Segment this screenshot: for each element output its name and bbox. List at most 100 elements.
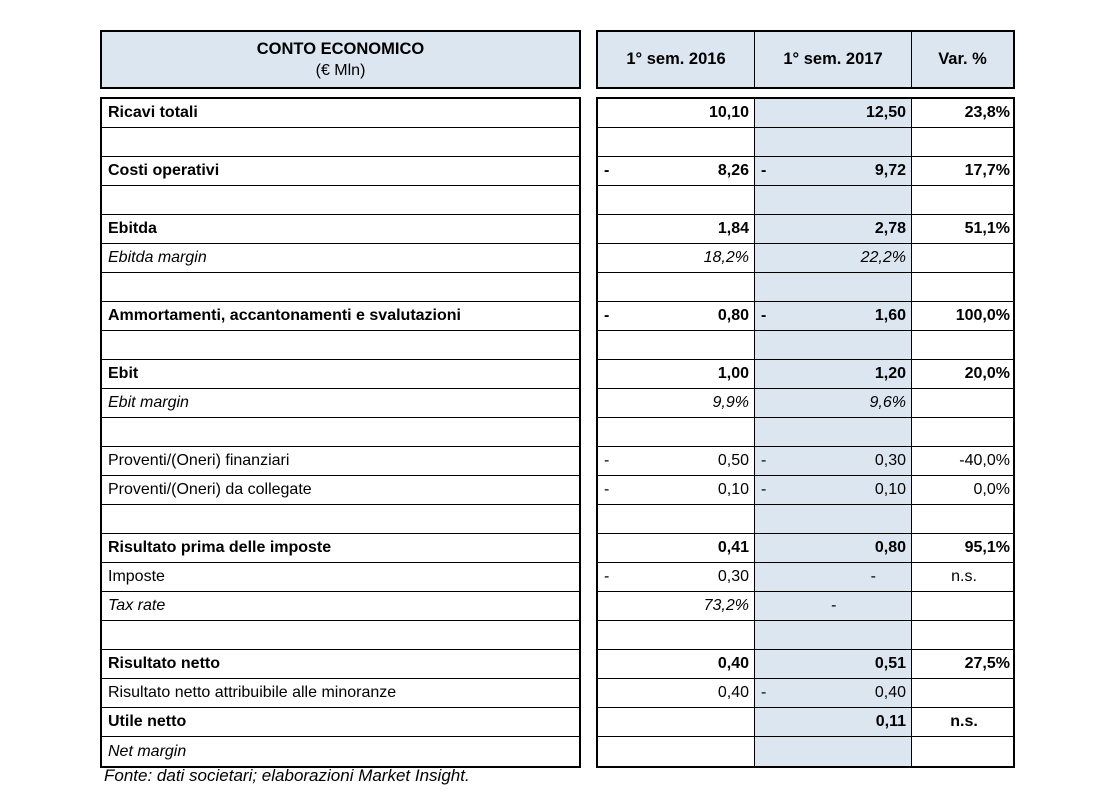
- cell-value: 27,5%: [964, 655, 1010, 672]
- cell-value: 0,30: [874, 452, 906, 469]
- cell-value: n.s.: [951, 568, 977, 585]
- table-row: 73,2% -: [598, 592, 1013, 621]
- cell-value: 51,1%: [964, 220, 1010, 237]
- cell-var: [912, 592, 1013, 620]
- table-row: -0,80-1,60 100,0%: [598, 302, 1013, 331]
- table-row: -8,26-9,72 17,7%: [598, 157, 1013, 186]
- cell-var: 20,0%: [912, 360, 1013, 388]
- column-header-var: Var. %: [938, 50, 987, 68]
- cell-value: 0,40: [717, 684, 749, 701]
- negative-sign: -: [761, 481, 767, 498]
- row-label: [102, 273, 579, 302]
- row-label: Costi operativi: [102, 157, 579, 186]
- row-label: Utile netto: [102, 708, 579, 737]
- cell-value: 0,40: [874, 684, 906, 701]
- table-row: 0,40-0,40: [598, 679, 1013, 708]
- row-label: Ammortamenti, accantonamenti e svalutazi…: [102, 302, 579, 331]
- cell-2016: [598, 128, 755, 156]
- table-row: 0,11 n.s.: [598, 708, 1013, 737]
- cell-2017: - 1,60: [755, 302, 912, 330]
- cell-2016: [598, 186, 755, 214]
- cell-var: [912, 505, 1013, 533]
- cell-2017: 0,51: [755, 650, 912, 678]
- cell-2016: [598, 331, 755, 359]
- cell-2016: 73,2%: [598, 592, 755, 620]
- negative-sign: -: [604, 162, 610, 179]
- cell-value: 0,80: [717, 307, 749, 324]
- cell-var: [912, 621, 1013, 649]
- row-label: Risultato netto attribuibile alle minora…: [102, 679, 579, 708]
- source-note: Fonte: dati societari; elaborazioni Mark…: [104, 766, 470, 785]
- cell-2017: 12,50: [755, 99, 912, 127]
- cell-value: 0,41: [717, 539, 749, 556]
- row-label: Risultato netto: [102, 650, 579, 679]
- cell-2016: [598, 708, 755, 736]
- cell-2017: - 0,10: [755, 476, 912, 504]
- cell-value: 0,50: [717, 452, 749, 469]
- cell-value: 1,60: [874, 307, 906, 324]
- cell-2016: [598, 505, 755, 533]
- values-block: 10,10 12,50 23,8% -8,26-9,72 17,7% 1,84 2,78 51…: [596, 97, 1015, 768]
- negative-sign: -: [604, 452, 610, 469]
- cell-value: 73,2%: [703, 597, 749, 614]
- table-title-box: CONTO ECONOMICO (€ Mln): [100, 30, 581, 89]
- negative-sign: -: [761, 452, 767, 469]
- table-row: 0,40 0,51 27,5%: [598, 650, 1013, 679]
- cell-var: [912, 737, 1013, 766]
- table-row: 10,10 12,50 23,8%: [598, 99, 1013, 128]
- cell-2017: - 0,30: [755, 447, 912, 475]
- table-row: 9,9% 9,6%: [598, 389, 1013, 418]
- cell-var: -40,0%: [912, 447, 1013, 475]
- table-row: -0,10-0,10 0,0%: [598, 476, 1013, 505]
- cell-var: 0,0%: [912, 476, 1013, 504]
- cell-value: 1,00: [717, 365, 749, 382]
- cell-var: 23,8%: [912, 99, 1013, 127]
- cell-value: 0,0%: [973, 481, 1010, 498]
- cell-var: 95,1%: [912, 534, 1013, 562]
- cell-value: 18,2%: [703, 249, 749, 266]
- table-unit-label: (€ Mln): [315, 61, 366, 79]
- cell-2017: [755, 186, 912, 214]
- table-row: 1,00 1,20 20,0%: [598, 360, 1013, 389]
- cell-var: n.s.: [912, 563, 1013, 591]
- cell-value: 20,0%: [964, 365, 1010, 382]
- cell-2017: 2,78: [755, 215, 912, 243]
- cell-value: 8,26: [717, 162, 749, 179]
- cell-var: [912, 679, 1013, 707]
- column-header-2016: 1° sem. 2016: [598, 32, 755, 87]
- cell-2017: [755, 128, 912, 156]
- cell-2016: 1,00: [598, 360, 755, 388]
- table-row: [598, 621, 1013, 650]
- cell-2016: - 8,26: [598, 157, 755, 185]
- negative-sign: -: [604, 481, 610, 498]
- cell-var: [912, 418, 1013, 446]
- column-header-box: 1° sem. 2016 1° sem. 2017 Var. %: [596, 30, 1015, 89]
- negative-sign: -: [604, 568, 610, 585]
- negative-sign: -: [761, 307, 767, 324]
- cell-2017: -: [755, 592, 912, 620]
- cell-value: -: [830, 597, 837, 614]
- row-label: [102, 418, 579, 447]
- row-labels-block: Ricavi totali Costi operativi Ebitda Ebitda…: [100, 97, 581, 768]
- table-row: 1,84 2,78 51,1%: [598, 215, 1013, 244]
- table-row: -0,50-0,30 -40,0%: [598, 447, 1013, 476]
- cell-2017: [755, 621, 912, 649]
- cell-value: -: [870, 568, 876, 585]
- cell-value: 9,6%: [869, 394, 906, 411]
- cell-2016: - 0,50: [598, 447, 755, 475]
- cell-2017: [755, 331, 912, 359]
- cell-2017: 0,11: [755, 708, 912, 736]
- cell-var: n.s.: [912, 708, 1013, 736]
- cell-2016: 0,41: [598, 534, 755, 562]
- cell-value: 1,20: [874, 365, 906, 382]
- cell-2017: [755, 737, 912, 766]
- cell-2017: 0,80: [755, 534, 912, 562]
- cell-2016: - 0,80: [598, 302, 755, 330]
- row-label: [102, 331, 579, 360]
- cell-2017: [755, 505, 912, 533]
- cell-value: 0,11: [875, 713, 906, 730]
- cell-var: [912, 186, 1013, 214]
- cell-2016: 9,9%: [598, 389, 755, 417]
- table-row: - 0,30 - n.s.: [598, 563, 1013, 592]
